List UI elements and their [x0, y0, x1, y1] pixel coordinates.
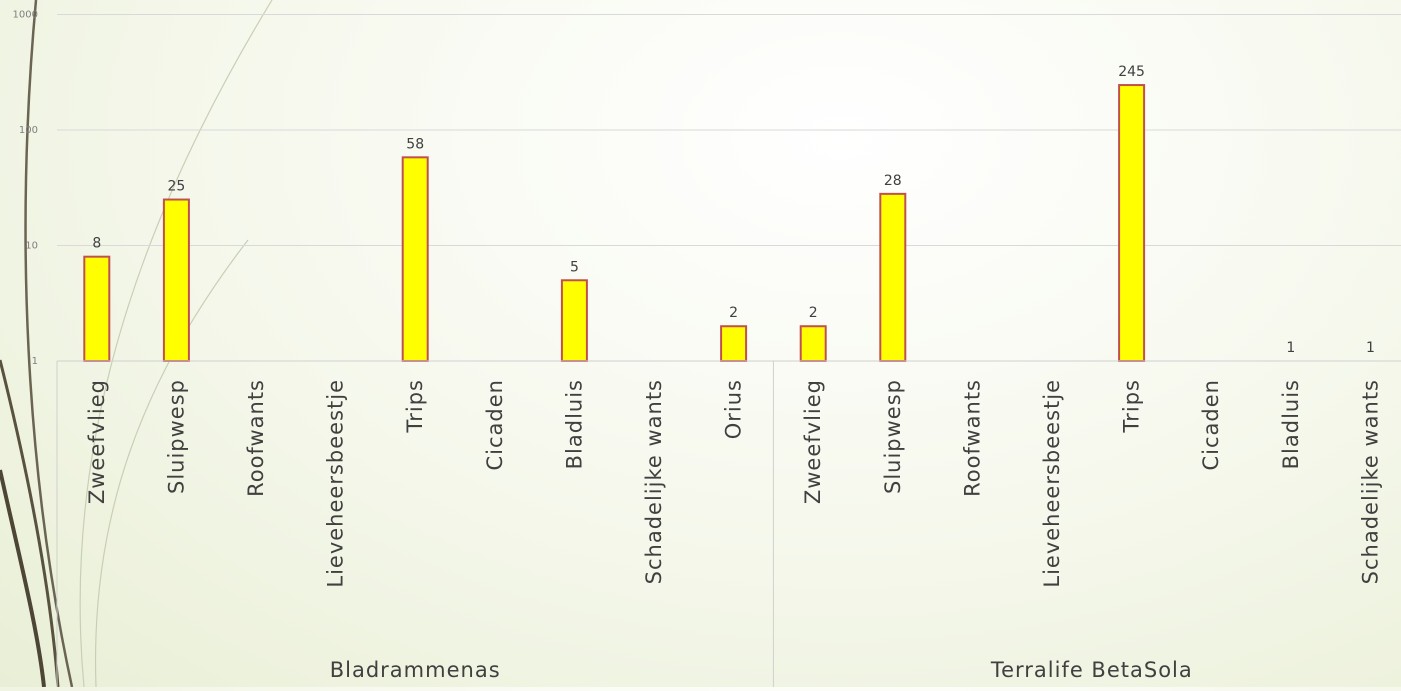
- bar-1-1: [879, 192, 907, 362]
- category-label-1-6: Bladluis: [1279, 379, 1303, 469]
- category-label-1-5: Cicaden: [1199, 379, 1223, 470]
- data-label-1-1: 28: [884, 173, 902, 189]
- category-label-0-2: Roofwants: [244, 379, 268, 497]
- data-label-1-0: 2: [809, 305, 818, 321]
- bar-0-0: [83, 255, 111, 363]
- swoosh-line-0: [79, 0, 273, 688]
- bars: [83, 84, 1146, 363]
- data-label-1-4: 245: [1118, 64, 1145, 80]
- y-axis-ticks: 1 10 100 1000: [13, 10, 38, 368]
- group-label-0: Bladrammenas: [330, 658, 501, 682]
- category-label-1-2: Roofwants: [960, 379, 984, 497]
- bar-1-4: [1118, 84, 1146, 362]
- category-label-0-3: Lieveheersbeestje: [324, 379, 348, 588]
- category-label-0-7: Schadelijke wants: [642, 379, 666, 584]
- category-label-1-3: Lieveheersbeestje: [1040, 379, 1064, 588]
- category-label-1-1: Sluipwesp: [881, 379, 905, 494]
- background-swoosh-decoration: [0, 0, 273, 688]
- data-label-0-4: 58: [406, 136, 424, 152]
- category-label-0-1: Sluipwesp: [164, 379, 188, 494]
- category-label-0-6: Bladluis: [562, 379, 586, 469]
- data-label-0-8: 2: [729, 305, 738, 321]
- group-label-1: Terralife BetaSola: [990, 658, 1193, 682]
- bar-0-8: [720, 325, 748, 363]
- data-label-0-6: 5: [570, 259, 579, 275]
- category-label-0-0: Zweefvlieg: [85, 379, 109, 504]
- bar-0-6: [560, 279, 588, 362]
- category-label-1-0: Zweefvlieg: [801, 379, 825, 504]
- category-axis: Zweefvlieg Sluipwesp Roofwants Lieveheersbe…: [56, 360, 1401, 687]
- gridlines: [57, 14, 1401, 246]
- data-label-0-0: 8: [92, 236, 101, 252]
- y-tick-label-100: 100: [19, 125, 38, 136]
- y-tick-label-1000: 1000: [13, 10, 38, 21]
- category-label-0-8: Orius: [722, 379, 746, 439]
- data-label-1-7: 1: [1366, 340, 1375, 356]
- swoosh-line-3: [0, 359, 60, 688]
- swoosh-line-4: [0, 469, 46, 688]
- category-label-0-5: Cicaden: [483, 379, 507, 470]
- bar-1-0: [799, 325, 827, 363]
- y-tick-label-10: 10: [25, 241, 38, 252]
- swoosh-line-2: [24, 0, 74, 688]
- bar-0-1: [162, 198, 190, 362]
- data-labels: 8 25 58 5 2 2 28 245 1 1: [92, 64, 1375, 356]
- y-tick-label-1: 1: [32, 356, 38, 367]
- category-label-1-7: Schadelijke wants: [1358, 379, 1382, 584]
- category-label-0-4: Trips: [403, 379, 427, 433]
- category-label-1-4: Trips: [1120, 379, 1144, 433]
- swoosh-line-1: [94, 239, 249, 688]
- data-label-0-1: 25: [167, 179, 185, 195]
- data-label-1-6: 1: [1286, 340, 1295, 356]
- bar-0-4: [401, 156, 429, 362]
